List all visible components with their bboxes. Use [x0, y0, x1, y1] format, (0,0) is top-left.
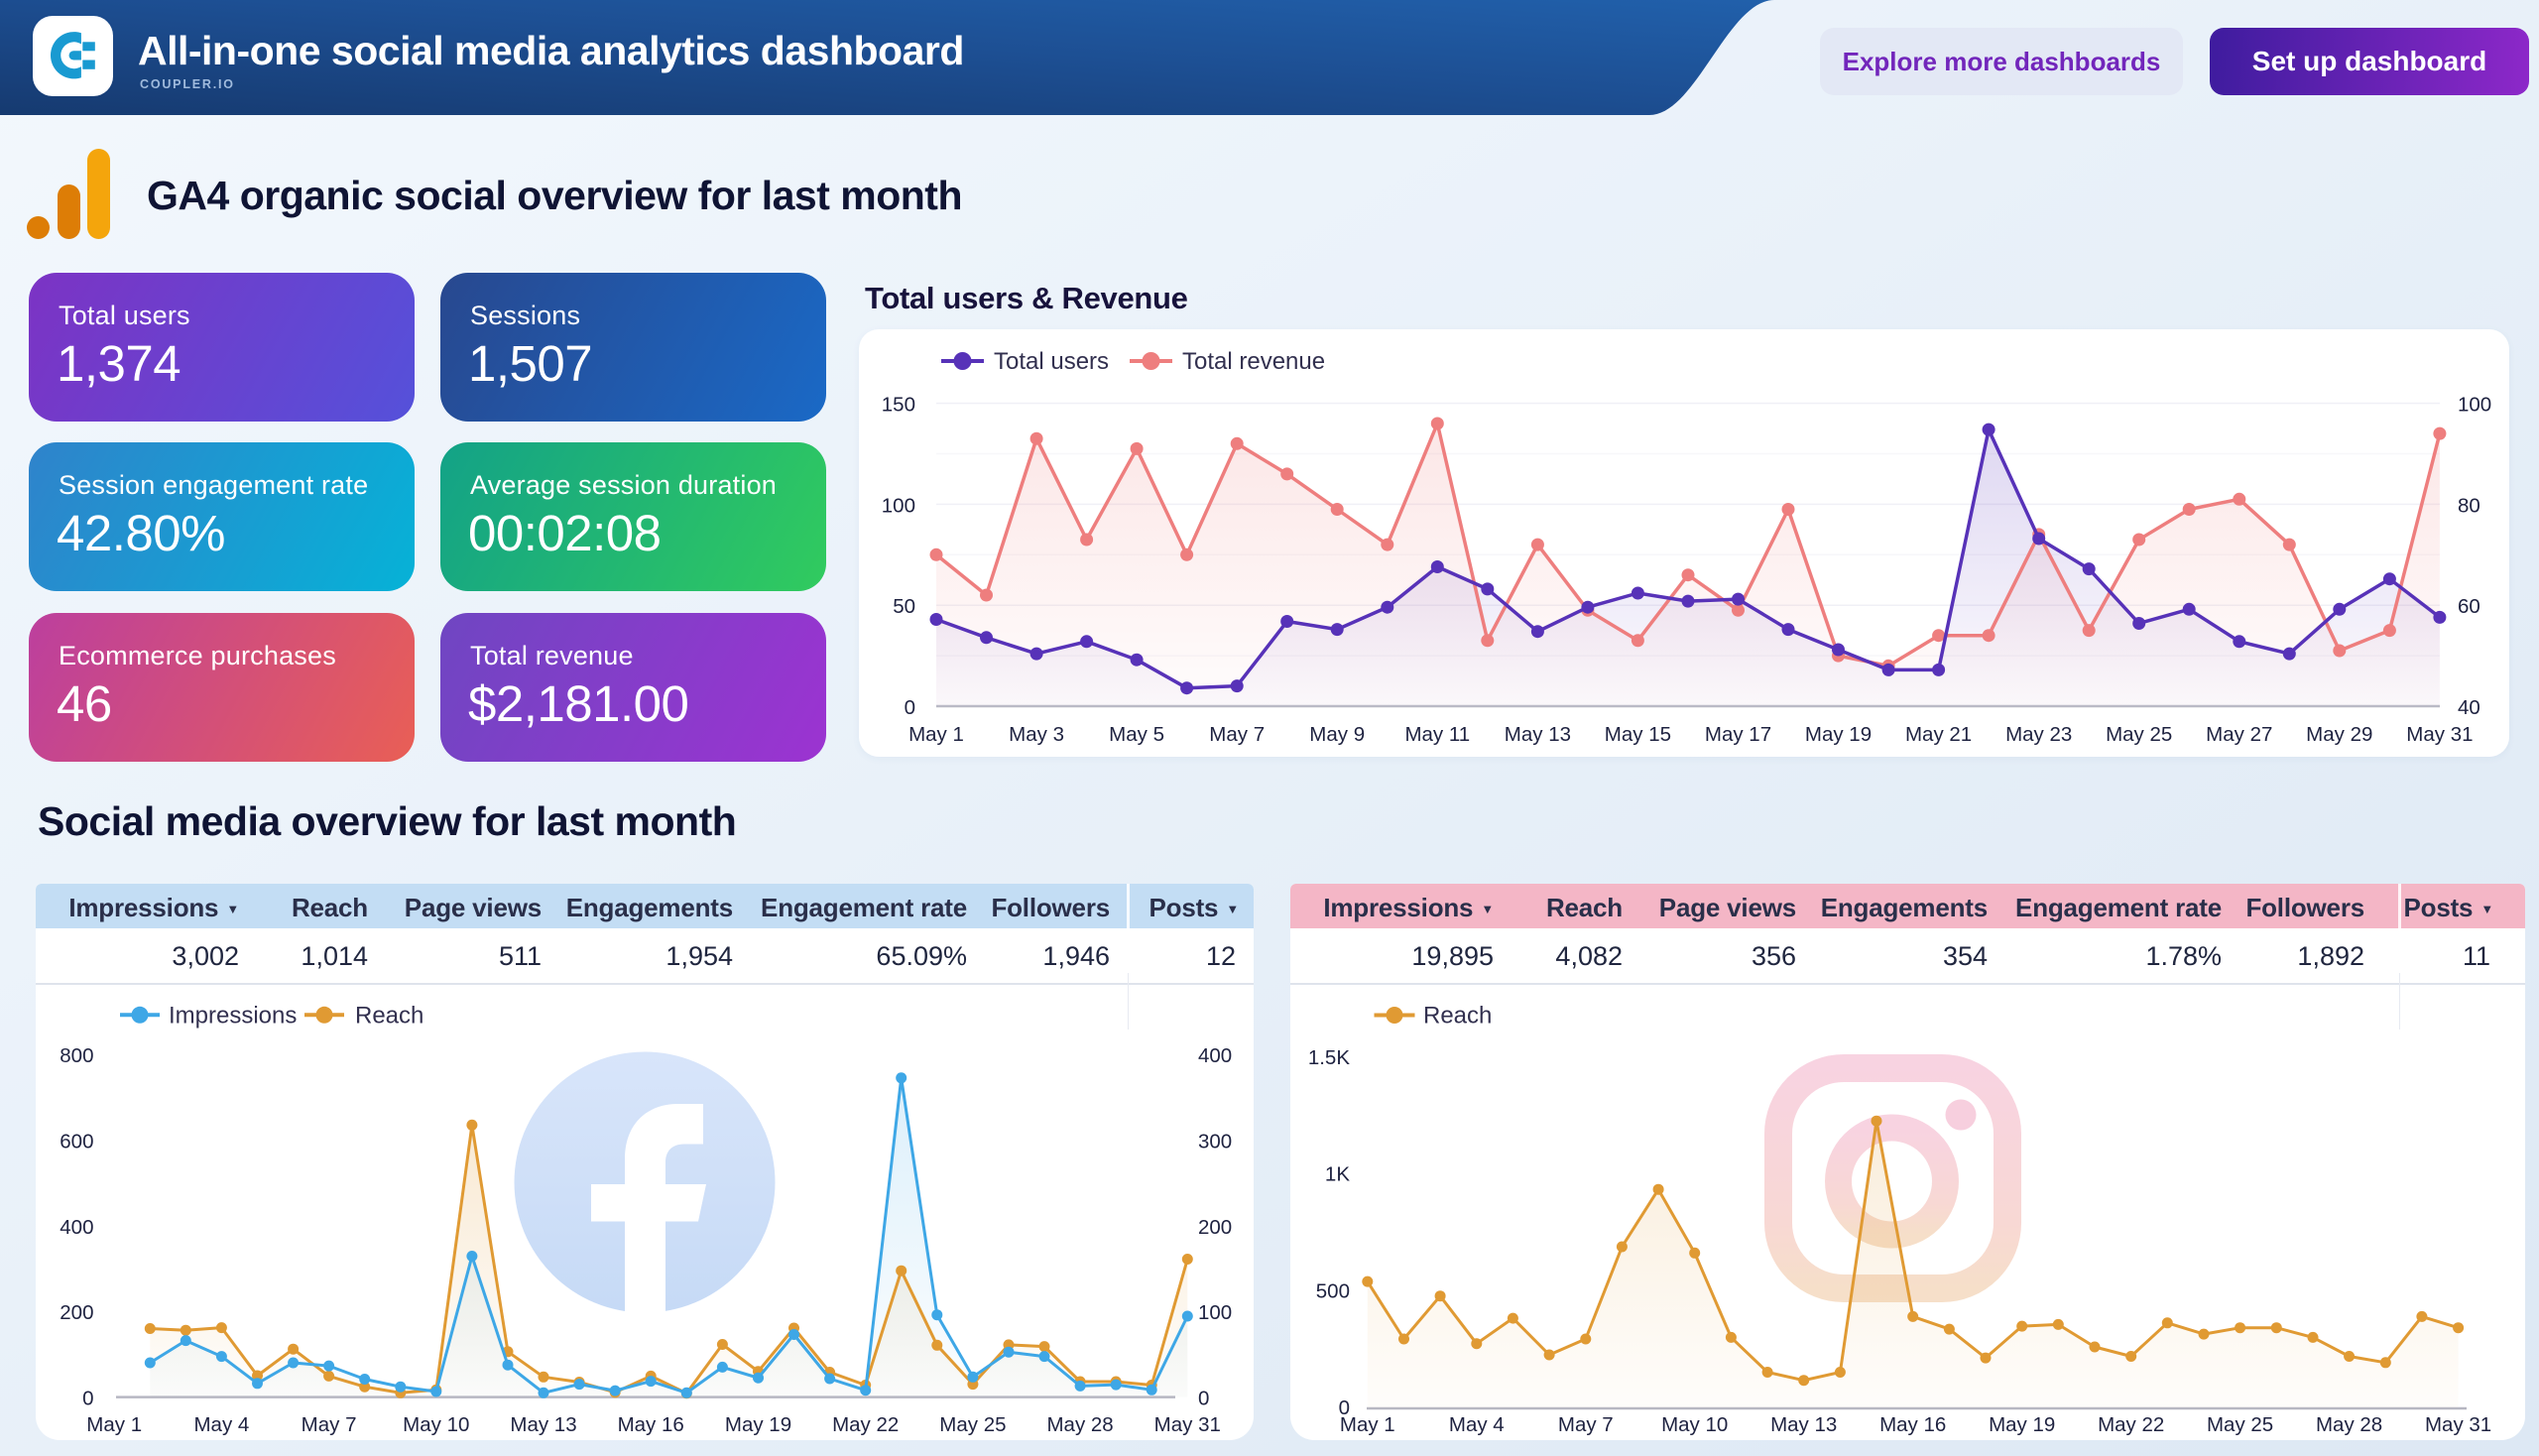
- svg-text:May 22: May 22: [2098, 1413, 2164, 1436]
- svg-text:May 9: May 9: [1309, 723, 1365, 746]
- svg-text:0: 0: [82, 1388, 93, 1410]
- svg-text:May 13: May 13: [1770, 1413, 1837, 1436]
- svg-text:500: 500: [1316, 1279, 1350, 1302]
- svg-text:May 17: May 17: [1705, 723, 1771, 746]
- svg-text:May 23: May 23: [2005, 723, 2072, 746]
- svg-text:Impressions: Impressions: [169, 1003, 297, 1030]
- svg-text:May 1: May 1: [86, 1413, 142, 1436]
- svg-text:1.5K: 1.5K: [1308, 1046, 1350, 1069]
- svg-text:May 7: May 7: [1209, 723, 1265, 746]
- svg-text:80: 80: [2458, 494, 2480, 517]
- svg-text:May 11: May 11: [1404, 723, 1470, 746]
- svg-text:May 19: May 19: [1805, 723, 1872, 746]
- svg-text:Reach: Reach: [1423, 1003, 1492, 1030]
- svg-text:May 21: May 21: [1905, 723, 1972, 746]
- svg-text:200: 200: [60, 1301, 93, 1324]
- svg-text:600: 600: [60, 1130, 93, 1153]
- svg-text:50: 50: [893, 595, 915, 618]
- svg-text:May 25: May 25: [939, 1413, 1006, 1436]
- svg-text:May 25: May 25: [2106, 723, 2172, 746]
- svg-text:0: 0: [1198, 1388, 1209, 1410]
- svg-text:May 1: May 1: [1340, 1413, 1395, 1436]
- svg-text:100: 100: [1198, 1301, 1232, 1324]
- svg-text:40: 40: [2458, 696, 2480, 719]
- svg-text:May 19: May 19: [1989, 1413, 2055, 1436]
- svg-text:Reach: Reach: [355, 1003, 423, 1030]
- svg-text:May 19: May 19: [725, 1413, 791, 1436]
- svg-text:May 7: May 7: [1558, 1413, 1614, 1436]
- svg-text:May 16: May 16: [1879, 1413, 1946, 1436]
- svg-text:May 3: May 3: [1009, 723, 1064, 746]
- svg-text:May 31: May 31: [2425, 1413, 2491, 1436]
- svg-text:May 27: May 27: [2206, 723, 2272, 746]
- svg-text:May 29: May 29: [2306, 723, 2372, 746]
- svg-text:May 4: May 4: [193, 1413, 249, 1436]
- svg-text:0: 0: [905, 696, 915, 719]
- svg-text:800: 800: [60, 1044, 93, 1067]
- svg-text:May 22: May 22: [832, 1413, 899, 1436]
- svg-text:May 5: May 5: [1109, 723, 1164, 746]
- svg-text:May 10: May 10: [403, 1413, 469, 1436]
- svg-text:May 16: May 16: [618, 1413, 684, 1436]
- svg-text:100: 100: [2458, 394, 2491, 417]
- svg-text:Total revenue: Total revenue: [1182, 348, 1325, 375]
- svg-text:400: 400: [60, 1216, 93, 1239]
- svg-text:May 31: May 31: [2406, 723, 2473, 746]
- svg-text:0: 0: [1339, 1396, 1350, 1419]
- svg-text:May 10: May 10: [1661, 1413, 1728, 1436]
- svg-text:May 13: May 13: [1505, 723, 1571, 746]
- svg-text:May 15: May 15: [1605, 723, 1671, 746]
- svg-text:May 28: May 28: [1046, 1413, 1113, 1436]
- svg-text:1K: 1K: [1325, 1163, 1350, 1186]
- svg-text:May 31: May 31: [1154, 1413, 1221, 1436]
- svg-text:150: 150: [882, 394, 915, 417]
- svg-text:May 13: May 13: [510, 1413, 576, 1436]
- svg-text:400: 400: [1198, 1044, 1232, 1067]
- svg-text:100: 100: [882, 494, 915, 517]
- svg-text:60: 60: [2458, 595, 2480, 618]
- svg-text:May 28: May 28: [2316, 1413, 2382, 1436]
- svg-text:May 1: May 1: [908, 723, 964, 746]
- svg-text:May 7: May 7: [302, 1413, 357, 1436]
- svg-text:May 25: May 25: [2207, 1413, 2273, 1436]
- svg-text:May 4: May 4: [1449, 1413, 1505, 1436]
- svg-text:300: 300: [1198, 1130, 1232, 1153]
- svg-text:Total users: Total users: [994, 348, 1109, 375]
- svg-text:200: 200: [1198, 1216, 1232, 1239]
